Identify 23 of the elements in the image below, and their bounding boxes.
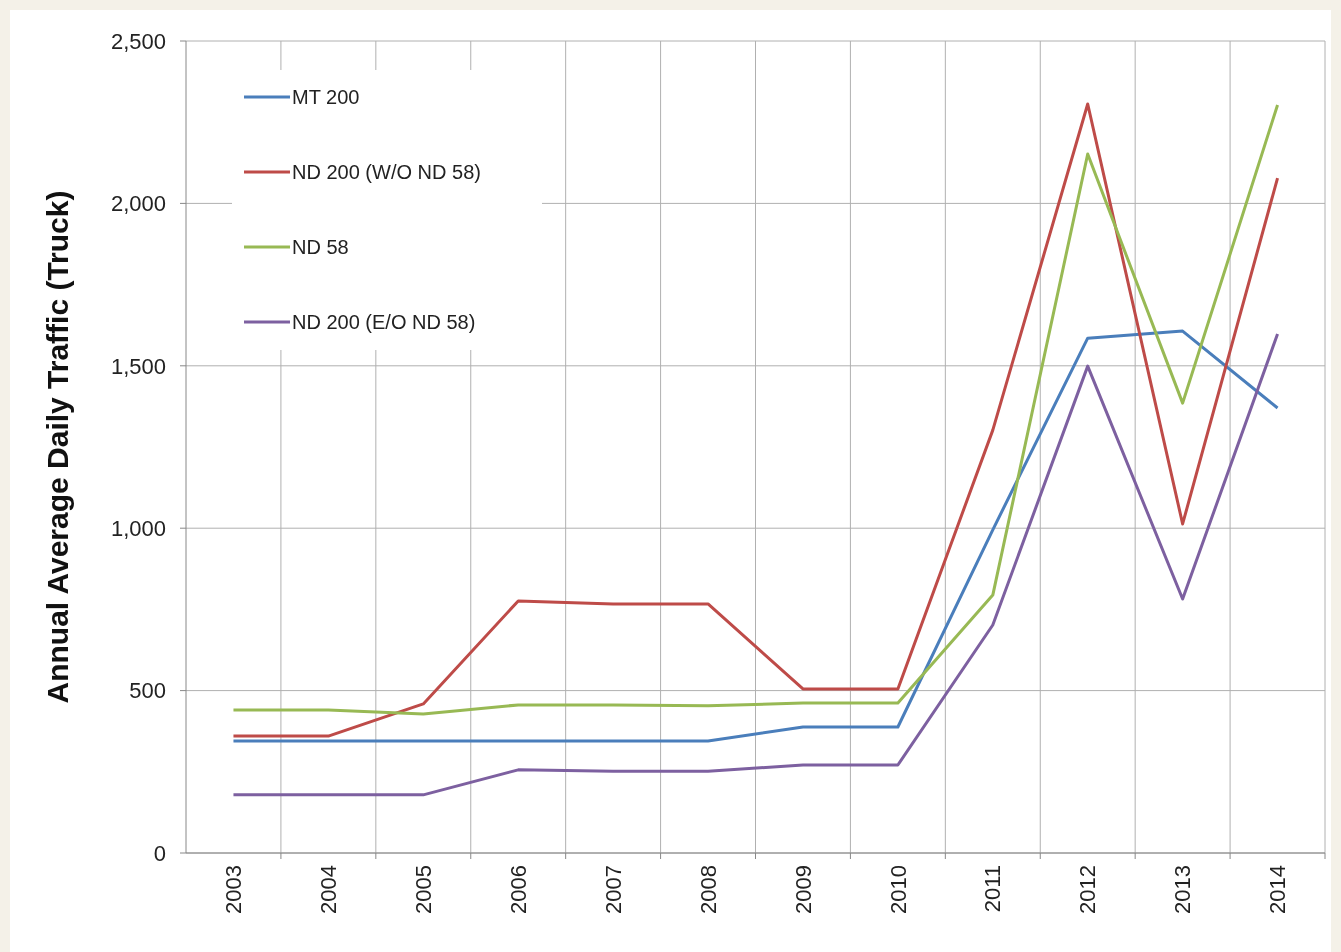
x-tick-label: 2011 (980, 865, 1006, 913)
y-tick-label: 2,000 (110, 191, 166, 217)
x-tick-label: 2006 (505, 865, 531, 914)
y-tick-label: 500 (129, 678, 166, 704)
x-tick-label: 2007 (600, 865, 626, 914)
x-tick-label: 2005 (410, 865, 436, 914)
x-tick-label: 2009 (790, 865, 816, 914)
y-tick-label: 1,500 (110, 353, 166, 379)
x-tick-label: 2010 (885, 865, 911, 914)
x-tick-label: 2008 (695, 865, 721, 914)
legend-label: MT 200 (292, 86, 360, 108)
x-tick-label: 2013 (1170, 865, 1196, 914)
legend-label: ND 200 (E/O ND 58) (292, 311, 476, 333)
y-tick-label: 1,000 (110, 515, 166, 541)
y-tick-label: 2,500 (110, 28, 166, 54)
legend-label: ND 58 (292, 236, 349, 258)
x-tick-label: 2014 (1265, 865, 1291, 914)
y-axis-title: Annual Average Daily Traffic (Truck) (40, 190, 74, 704)
x-tick-label: 2012 (1075, 865, 1101, 914)
x-tick-label: 2003 (221, 865, 247, 914)
y-tick-label: 0 (153, 840, 166, 866)
legend-label: ND 200 (W/O ND 58) (292, 161, 481, 183)
x-tick-label: 2004 (316, 865, 342, 914)
